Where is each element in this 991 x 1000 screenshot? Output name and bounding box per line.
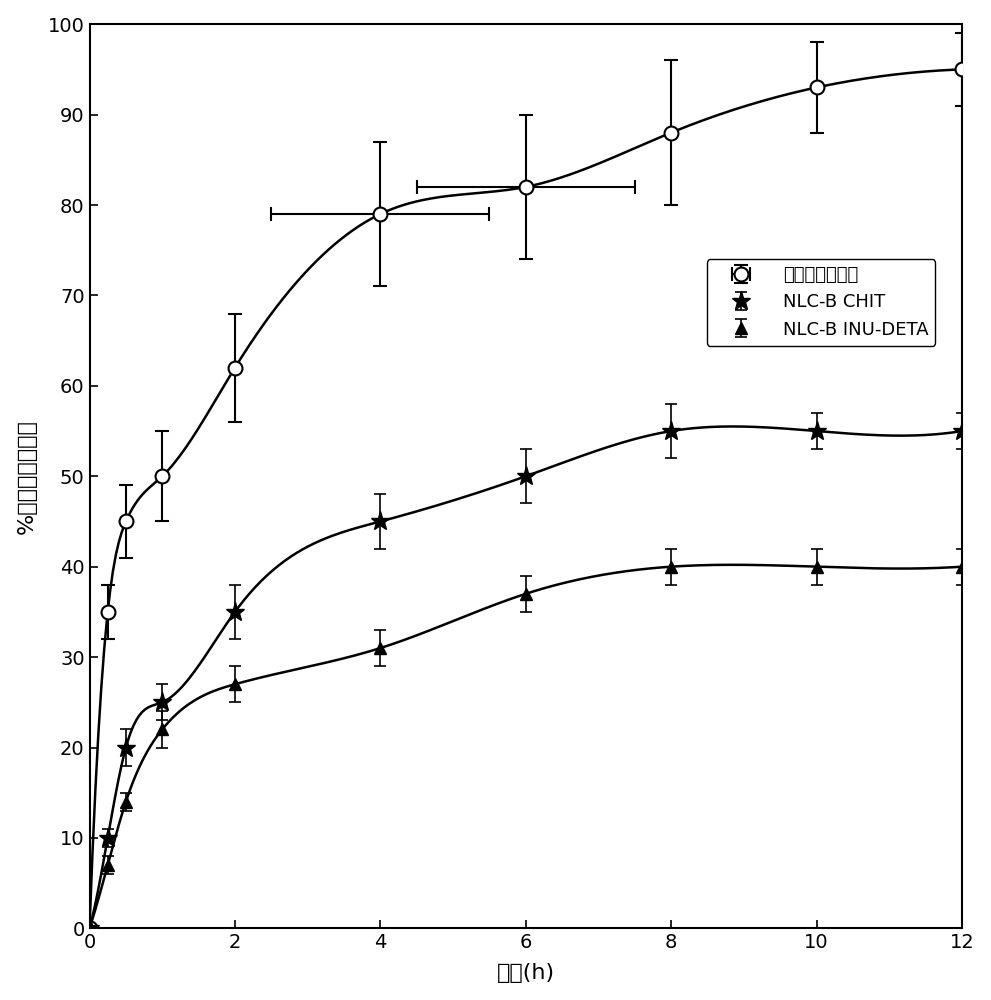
X-axis label: 时间(h): 时间(h) xyxy=(496,963,555,983)
Y-axis label: %释放的水飞蓓宾: %释放的水飞蓓宾 xyxy=(17,419,37,534)
Legend: 水飞蓓宾的溶解, NLC-B CHIT, NLC-B INU-DETA: 水飞蓓宾的溶解, NLC-B CHIT, NLC-B INU-DETA xyxy=(707,259,936,346)
